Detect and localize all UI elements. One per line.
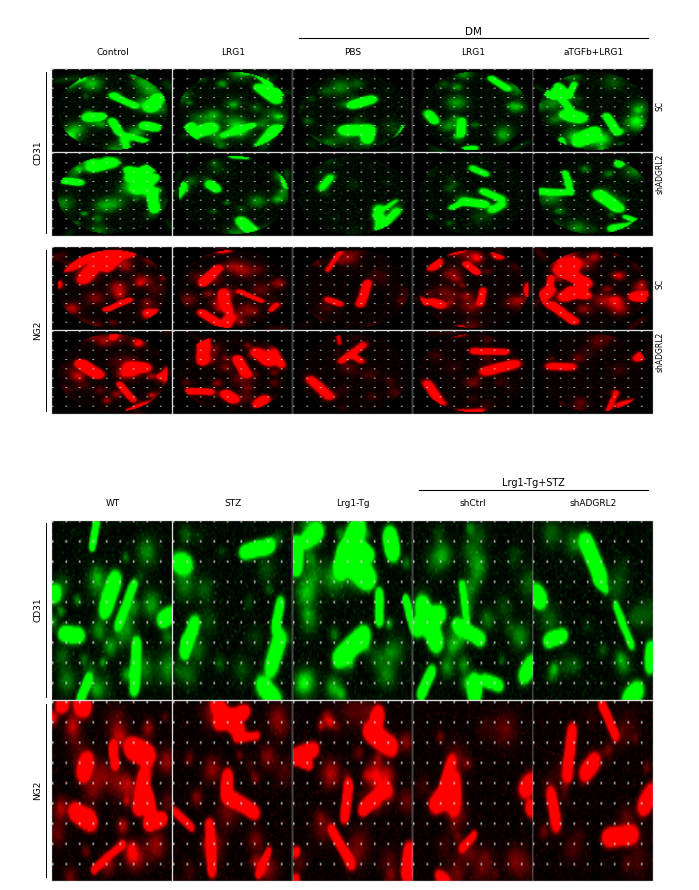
Text: shADGRL2: shADGRL2 [656, 154, 665, 194]
Text: Lrg1-Tg+STZ: Lrg1-Tg+STZ [502, 478, 565, 488]
Text: CD31: CD31 [34, 598, 42, 622]
Text: NG2: NG2 [34, 320, 42, 340]
Text: Control: Control [96, 48, 129, 57]
Text: aTGFb+LRG1: aTGFb+LRG1 [563, 48, 624, 57]
Text: shCtrl: shCtrl [460, 499, 487, 508]
Text: LRG1: LRG1 [221, 48, 245, 57]
Text: SC: SC [656, 101, 665, 110]
Text: shADGRL2: shADGRL2 [570, 499, 617, 508]
Text: CD31: CD31 [34, 140, 42, 165]
Text: DM: DM [465, 27, 482, 36]
Text: WT: WT [106, 499, 120, 508]
Text: NG2: NG2 [34, 781, 42, 800]
Text: SC: SC [656, 279, 665, 288]
Text: LRG1: LRG1 [461, 48, 485, 57]
Text: Lrg1-Tg: Lrg1-Tg [336, 499, 370, 508]
Text: STZ: STZ [224, 499, 241, 508]
Text: shADGRL2: shADGRL2 [656, 332, 665, 372]
Text: PBS: PBS [345, 48, 361, 57]
